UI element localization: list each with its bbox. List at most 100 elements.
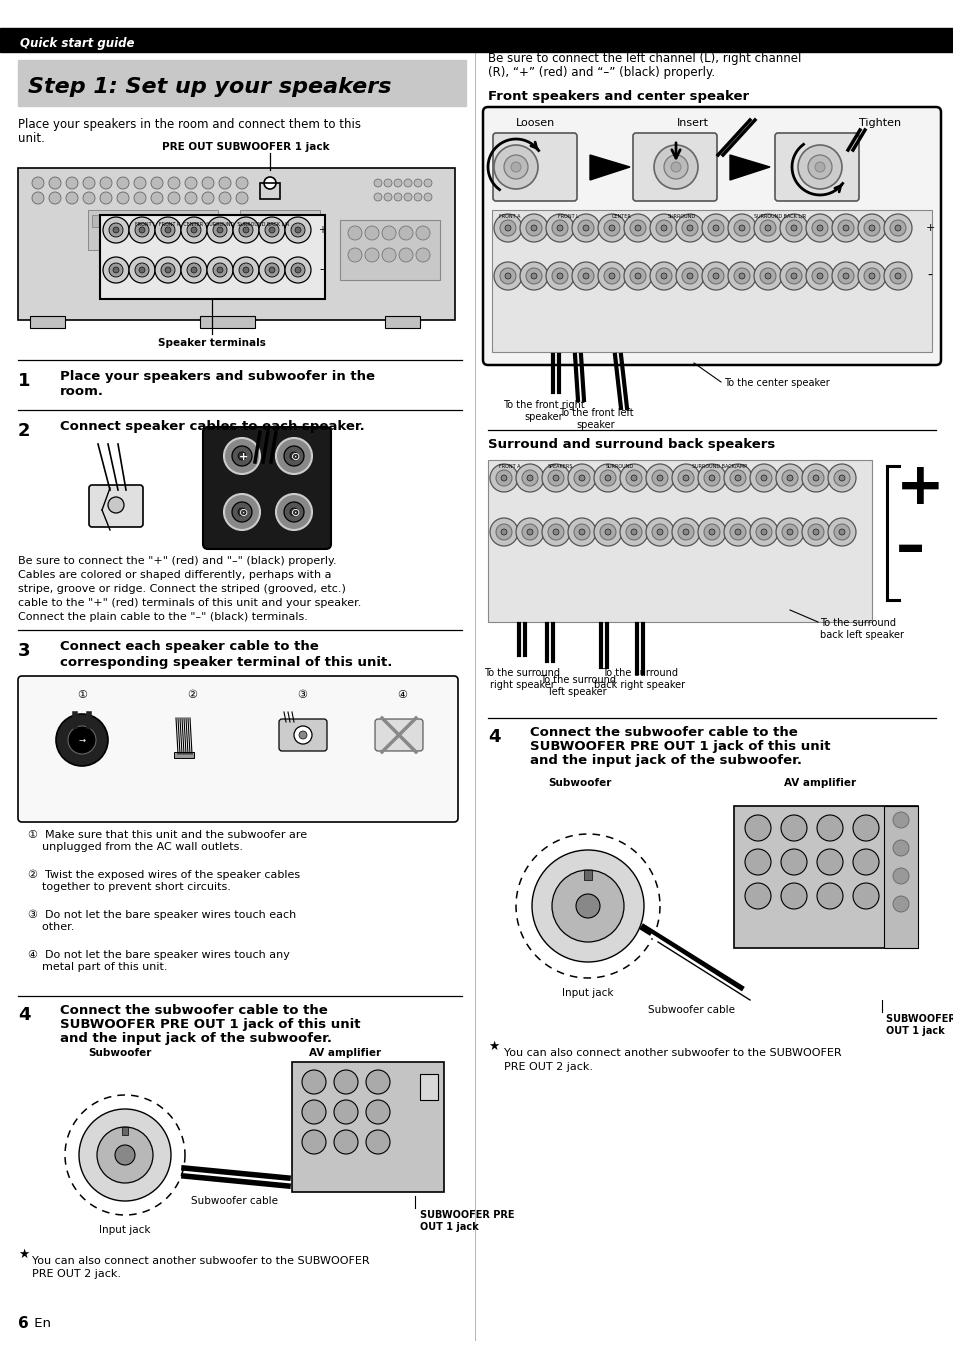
- Circle shape: [185, 191, 196, 204]
- Circle shape: [578, 474, 584, 481]
- Circle shape: [381, 248, 395, 262]
- Circle shape: [414, 193, 421, 201]
- Circle shape: [619, 464, 647, 492]
- Circle shape: [129, 257, 154, 283]
- Text: SURROUND BACK L/R: SURROUND BACK L/R: [753, 214, 805, 218]
- Text: To the surround
back right speaker: To the surround back right speaker: [594, 669, 685, 690]
- Circle shape: [598, 214, 625, 243]
- Text: FRONT A: FRONT A: [498, 464, 520, 469]
- Circle shape: [755, 524, 771, 541]
- Circle shape: [207, 217, 233, 243]
- Circle shape: [892, 896, 908, 913]
- Circle shape: [623, 262, 651, 290]
- Text: Connect the subwoofer cable to the: Connect the subwoofer cable to the: [530, 727, 797, 739]
- Text: ★: ★: [488, 1041, 498, 1053]
- Circle shape: [894, 274, 900, 279]
- Circle shape: [290, 452, 297, 460]
- Circle shape: [235, 177, 248, 189]
- Circle shape: [545, 214, 574, 243]
- Circle shape: [269, 267, 274, 274]
- Text: together to prevent short circuits.: together to prevent short circuits.: [28, 882, 231, 892]
- Circle shape: [519, 214, 547, 243]
- Circle shape: [557, 274, 562, 279]
- Circle shape: [603, 220, 619, 236]
- Circle shape: [207, 257, 233, 283]
- Circle shape: [604, 474, 610, 481]
- Text: SUBWOOFER PRE OUT 1 jack of this unit: SUBWOOFER PRE OUT 1 jack of this unit: [60, 1018, 360, 1031]
- Circle shape: [698, 518, 725, 546]
- Circle shape: [623, 214, 651, 243]
- Circle shape: [701, 214, 729, 243]
- Circle shape: [780, 214, 807, 243]
- Circle shape: [139, 226, 145, 233]
- Circle shape: [233, 217, 258, 243]
- Text: Surround and surround back speakers: Surround and surround back speakers: [488, 438, 775, 452]
- Bar: [164, 214, 182, 226]
- Circle shape: [187, 222, 201, 237]
- Circle shape: [416, 226, 430, 240]
- Text: corresponding speaker terminal of this unit.: corresponding speaker terminal of this u…: [60, 656, 392, 669]
- Circle shape: [285, 217, 311, 243]
- Circle shape: [490, 464, 517, 492]
- Circle shape: [599, 524, 616, 541]
- Text: (R), “+” (red) and “–” (black) properly.: (R), “+” (red) and “–” (black) properly.: [488, 66, 715, 80]
- Text: ⊙: ⊙: [239, 508, 249, 518]
- Text: cable to the "+" (red) terminals of this unit and your speaker.: cable to the "+" (red) terminals of this…: [18, 599, 361, 608]
- Circle shape: [857, 262, 885, 290]
- Circle shape: [553, 528, 558, 535]
- Circle shape: [868, 225, 874, 231]
- Circle shape: [781, 470, 797, 487]
- Circle shape: [775, 518, 803, 546]
- Circle shape: [594, 464, 621, 492]
- Circle shape: [598, 262, 625, 290]
- Circle shape: [100, 191, 112, 204]
- Circle shape: [168, 177, 180, 189]
- Circle shape: [552, 268, 567, 284]
- Circle shape: [384, 179, 392, 187]
- Circle shape: [868, 274, 874, 279]
- Circle shape: [785, 220, 801, 236]
- Circle shape: [191, 226, 196, 233]
- Circle shape: [490, 518, 517, 546]
- Circle shape: [187, 263, 201, 276]
- Circle shape: [807, 524, 823, 541]
- Circle shape: [739, 274, 744, 279]
- Circle shape: [243, 226, 249, 233]
- Text: 2: 2: [18, 422, 30, 439]
- Circle shape: [109, 222, 123, 237]
- Text: -: -: [926, 270, 931, 283]
- Circle shape: [165, 226, 171, 233]
- Circle shape: [202, 191, 213, 204]
- Circle shape: [753, 214, 781, 243]
- Text: 4: 4: [18, 1006, 30, 1024]
- Text: ②  Twist the exposed wires of the speaker cables: ② Twist the exposed wires of the speaker…: [28, 869, 300, 880]
- FancyBboxPatch shape: [633, 133, 717, 201]
- Circle shape: [625, 524, 641, 541]
- Circle shape: [883, 262, 911, 290]
- Circle shape: [239, 263, 253, 276]
- Circle shape: [781, 883, 806, 909]
- Circle shape: [161, 263, 174, 276]
- Circle shape: [290, 508, 297, 516]
- Circle shape: [811, 268, 827, 284]
- Text: AV amplifier: AV amplifier: [783, 778, 855, 789]
- Circle shape: [500, 528, 506, 535]
- Circle shape: [494, 146, 537, 189]
- Circle shape: [117, 177, 129, 189]
- Circle shape: [165, 267, 171, 274]
- Circle shape: [676, 214, 703, 243]
- Circle shape: [812, 528, 818, 535]
- Circle shape: [838, 474, 844, 481]
- Circle shape: [630, 474, 637, 481]
- Circle shape: [503, 155, 527, 179]
- Text: SUBWOOFER PRE OUT 1 jack of this unit: SUBWOOFER PRE OUT 1 jack of this unit: [530, 740, 830, 754]
- Text: Connect speaker cables to each speaker.: Connect speaker cables to each speaker.: [60, 421, 364, 433]
- Circle shape: [837, 268, 853, 284]
- Text: stripe, groove or ridge. Connect the striped (grooved, etc.): stripe, groove or ridge. Connect the str…: [18, 584, 346, 594]
- Circle shape: [816, 274, 822, 279]
- Circle shape: [723, 518, 751, 546]
- Text: Subwoofer cable: Subwoofer cable: [648, 1006, 735, 1015]
- Circle shape: [213, 222, 227, 237]
- Circle shape: [619, 518, 647, 546]
- Bar: [385, 315, 419, 328]
